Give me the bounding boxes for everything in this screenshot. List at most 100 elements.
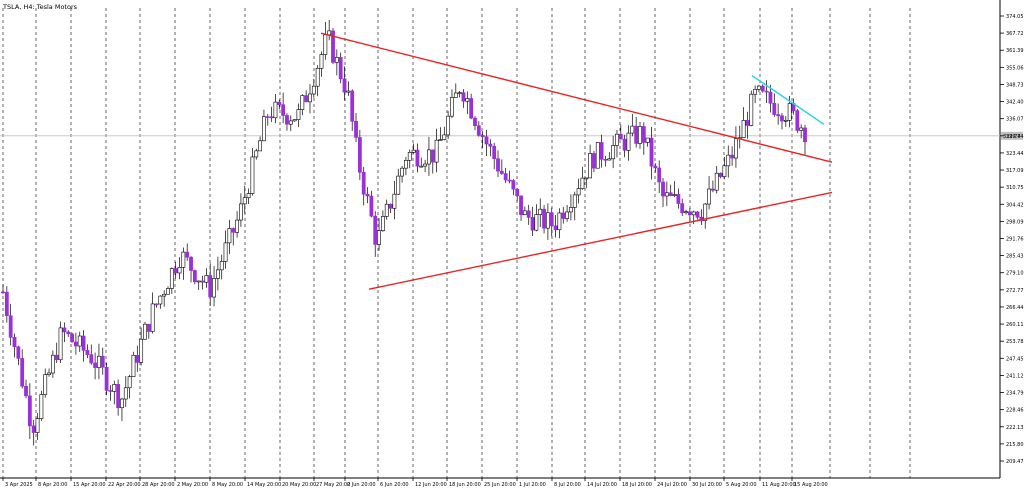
bear-candle: [772, 103, 777, 115]
x-tick-label: 6 Jun 20:00: [380, 482, 409, 488]
bull-candle: [127, 376, 132, 389]
bear-candle: [70, 333, 74, 343]
y-tick-label: 247.45: [1006, 356, 1024, 362]
bear-candle: [599, 142, 604, 160]
bear-candle: [350, 90, 355, 122]
bull-candle: [407, 152, 412, 161]
y-tick-label: 329.74: [1006, 134, 1024, 140]
bear-candle: [265, 116, 270, 118]
bear-candle: [503, 173, 508, 181]
bull-candle: [557, 212, 562, 231]
bear-candle: [231, 228, 236, 233]
bull-candle: [615, 133, 619, 146]
x-tick-label: 8 Jul 20:00: [554, 482, 581, 488]
bull-candle: [799, 127, 804, 131]
bull-candle: [258, 140, 263, 152]
bear-candle: [369, 195, 374, 217]
x-tick-label: 28 Apr 20:00: [142, 482, 175, 488]
bull-candle: [453, 92, 458, 98]
bull-candle: [457, 92, 462, 94]
bull-candle: [538, 208, 543, 215]
bull-candle: [77, 335, 82, 347]
bull-candle: [196, 280, 201, 283]
x-tick-label: 25 Jun 20:00: [484, 482, 516, 488]
bull-candle: [442, 134, 447, 140]
bear-candle: [764, 90, 769, 93]
bull-candle: [43, 374, 48, 395]
bull-candle: [741, 120, 746, 138]
bear-candle: [526, 210, 531, 218]
bear-candle: [511, 180, 516, 190]
bear-candle: [66, 331, 71, 335]
y-tick-label: 291.76: [1006, 237, 1024, 243]
bull-candle: [315, 67, 320, 87]
bear-candle: [549, 212, 554, 227]
y-tick-label: 260.11: [1006, 322, 1024, 328]
bull-candle: [254, 150, 259, 158]
bear-candle: [488, 143, 493, 147]
bull-candle: [273, 101, 278, 119]
bear-candle: [331, 30, 335, 63]
bull-candle: [427, 149, 431, 165]
bull-candle: [158, 295, 163, 305]
bear-candle: [269, 116, 274, 119]
bear-candle: [189, 256, 193, 271]
y-tick-label: 222.13: [1006, 425, 1024, 431]
bull-candle: [392, 193, 397, 209]
bull-candle: [50, 354, 55, 374]
bear-candle: [342, 78, 347, 93]
bull-candle: [757, 85, 761, 90]
bull-candle: [112, 384, 117, 392]
y-tick-label: 215.80: [1006, 442, 1024, 448]
bear-candle: [695, 211, 700, 218]
bull-candle: [707, 188, 711, 205]
bear-candle: [388, 203, 393, 209]
bear-candle: [4, 291, 9, 317]
bear-candle: [676, 194, 681, 204]
bull-candle: [572, 194, 577, 208]
bull-candle: [465, 98, 470, 102]
chart-title: TSLA, H4: Tesla Motors: [2, 3, 78, 11]
bull-candle: [327, 30, 332, 36]
bear-candle: [711, 188, 715, 191]
bull-candle: [131, 354, 136, 377]
bull-candle: [396, 175, 401, 195]
bull-candle: [377, 230, 381, 245]
bull-candle: [219, 261, 224, 271]
bear-candle: [768, 91, 773, 104]
bull-candle: [334, 57, 339, 63]
bull-candle: [438, 139, 443, 141]
bull-candle: [672, 194, 677, 196]
bull-candle: [691, 211, 696, 216]
y-tick-label: 234.79: [1006, 391, 1024, 397]
y-tick-label: 367.72: [1006, 31, 1024, 37]
bull-candle: [346, 90, 351, 93]
x-tick-label: 15 Apr 20:00: [73, 482, 106, 488]
bear-candle: [634, 125, 639, 144]
bull-candle: [300, 95, 305, 110]
x-tick-label: 15 Aug 20:00: [794, 482, 828, 488]
bear-candle: [12, 337, 17, 348]
bull-candle: [150, 303, 155, 332]
bear-candle: [776, 114, 781, 117]
bull-candle: [534, 214, 539, 231]
bull-candle: [143, 323, 147, 340]
y-tick-label: 209.47: [1006, 459, 1024, 465]
bear-candle: [480, 134, 485, 138]
bear-candle: [304, 95, 309, 103]
bear-candle: [730, 154, 734, 159]
bull-candle: [434, 139, 439, 163]
trendline: [751, 75, 825, 125]
bull-candle: [58, 327, 63, 361]
bull-candle: [588, 153, 593, 179]
bull-candle: [162, 293, 167, 297]
bull-candle: [139, 338, 144, 363]
x-tick-label: 2 Jun 20:00: [347, 482, 376, 488]
bear-candle: [54, 354, 59, 361]
bear-candle: [780, 115, 784, 122]
bear-candle: [154, 303, 159, 306]
bull-candle: [576, 188, 581, 196]
bear-candle: [473, 117, 477, 126]
bear-candle: [192, 270, 197, 283]
